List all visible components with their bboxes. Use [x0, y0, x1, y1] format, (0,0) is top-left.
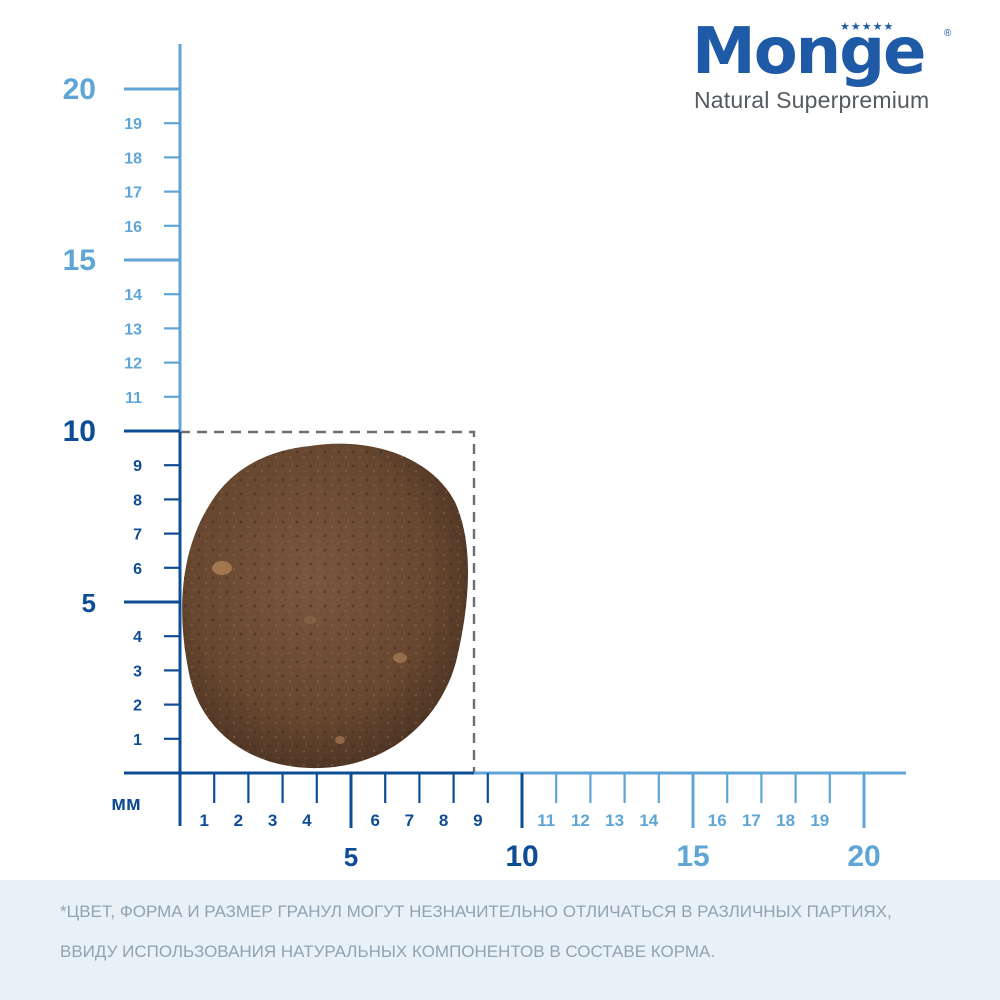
x-tick-label-12: 12	[571, 811, 590, 830]
x-tick-label-6: 6	[370, 811, 379, 830]
y-tick-label-2: 2	[133, 698, 142, 715]
x-tick-label-3: 3	[268, 811, 277, 830]
y-tick-label-9: 9	[133, 458, 142, 475]
size-bounding-box	[180, 430, 476, 773]
x-major-label-20: 20	[847, 840, 880, 873]
y-tick-label-3: 3	[133, 663, 142, 680]
brand-tagline: Natural Superpremium	[694, 87, 930, 113]
disclaimer-footer: *ЦВЕТ, ФОРМА И РАЗМЕР ГРАНУЛ МОГУТ НЕЗНА…	[0, 880, 1000, 1000]
kibble-sample	[182, 443, 469, 769]
y-tick-label-6: 6	[133, 561, 142, 578]
y-tick-label-11: 11	[125, 390, 142, 407]
brand-name: Monge	[692, 15, 926, 89]
y-major-label-5: 5	[82, 588, 96, 618]
x-major-label-5: 5	[344, 842, 358, 872]
y-tick-label-13: 13	[124, 321, 142, 338]
y-tick-label-14: 14	[124, 287, 142, 304]
x-tick-label-1: 1	[199, 811, 208, 830]
x-tick-label-4: 4	[302, 811, 312, 830]
x-major-label-15: 15	[676, 840, 709, 873]
unit-label: мм	[111, 793, 141, 815]
x-major-label-10: 10	[505, 840, 538, 873]
y-tick-label-8: 8	[133, 492, 142, 509]
y-tick-label-18: 18	[124, 150, 142, 167]
x-tick-label-2: 2	[234, 811, 243, 830]
y-tick-label-7: 7	[133, 527, 142, 544]
registered-mark-icon: ®	[944, 28, 952, 39]
x-tick-label-19: 19	[810, 811, 829, 830]
y-tick-label-4: 4	[133, 629, 142, 646]
x-tick-label-14: 14	[639, 811, 658, 830]
disclaimer-line-1: *ЦВЕТ, ФОРМА И РАЗМЕР ГРАНУЛ МОГУТ НЕЗНА…	[60, 902, 892, 921]
y-major-label-15: 15	[63, 244, 96, 277]
x-tick-label-11: 11	[537, 811, 555, 830]
x-tick-label-13: 13	[605, 811, 624, 830]
logo-stars-icon: ★★★★★	[840, 21, 895, 33]
brand-logo: Monge ★★★★★ ® Natural Superpremium	[692, 14, 957, 114]
x-tick-label-16: 16	[708, 811, 727, 830]
y-tick-label-16: 16	[124, 219, 142, 236]
x-tick-label-17: 17	[742, 811, 761, 830]
x-tick-label-9: 9	[473, 811, 482, 830]
y-tick-label-12: 12	[124, 356, 142, 373]
x-tick-label-7: 7	[405, 811, 414, 830]
disclaimer-line-2: ВВИДУ ИСПОЛЬЗОВАНИЯ НАТУРАЛЬНЫХ КОМПОНЕН…	[60, 942, 716, 961]
x-tick-label-18: 18	[776, 811, 795, 830]
x-tick-label-8: 8	[439, 811, 448, 830]
y-major-label-10: 10	[63, 415, 96, 448]
y-tick-label-19: 19	[124, 116, 142, 133]
y-major-label-20: 20	[63, 73, 96, 106]
y-tick-label-17: 17	[124, 185, 142, 202]
y-tick-label-1: 1	[133, 732, 142, 749]
